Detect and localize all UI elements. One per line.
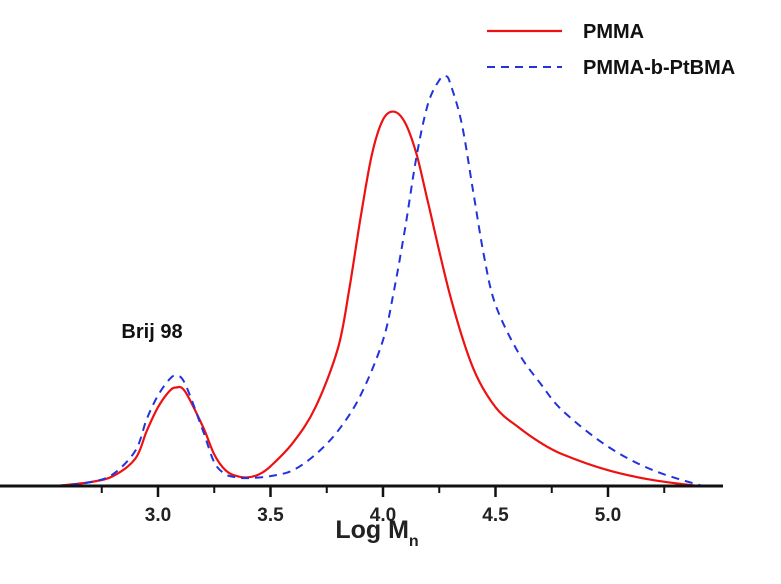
x-tick-label: 3.0	[145, 505, 171, 526]
x-tick-label: 4.5	[482, 505, 509, 526]
annotation-brij98: Brij 98	[121, 321, 182, 343]
series-curves	[56, 74, 703, 488]
x-axis-label: Log Mn	[335, 516, 418, 550]
series-line-pmma-b-ptbma	[56, 74, 703, 487]
series-line-pmma	[56, 110, 699, 488]
x-tick-labels: 3.0 3.5 4.0 4.5 5.0	[145, 505, 621, 526]
legend-label-pmma-b-ptbma: PMMA-b-PtBMA	[583, 57, 735, 79]
legend: PMMA PMMA-b-PtBMA	[487, 21, 735, 79]
x-axis-ticks	[100, 486, 666, 497]
legend-label-pmma: PMMA	[583, 21, 644, 43]
x-tick-label: 5.0	[595, 505, 621, 526]
x-tick-label: 4.0	[370, 505, 396, 526]
x-tick-label: 3.5	[257, 505, 284, 526]
